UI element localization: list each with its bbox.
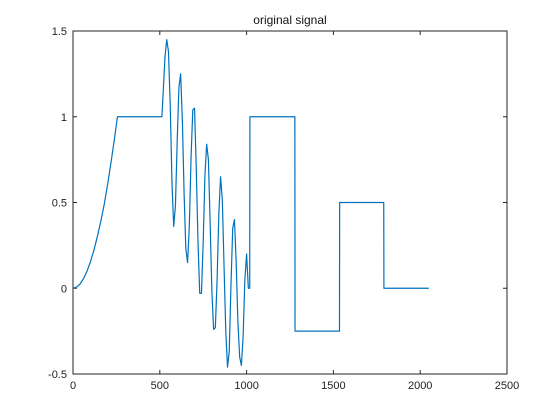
y-tick-label-1: 0 xyxy=(61,283,67,295)
y-tick-label-0: -0.5 xyxy=(48,369,67,381)
plot-area xyxy=(73,31,507,374)
y-tick-label-2: 0.5 xyxy=(52,198,67,210)
x-tick-label-3: 1500 xyxy=(321,380,345,392)
series-line-0 xyxy=(72,38,429,368)
x-tick-label-1: 500 xyxy=(151,380,169,392)
plot-frame xyxy=(72,30,508,375)
series-layer xyxy=(72,38,429,368)
x-tick-label-0: 0 xyxy=(70,380,76,392)
y-tick-label-4: 1.5 xyxy=(52,26,67,38)
x-tick-label-5: 2500 xyxy=(495,380,519,392)
chart-title: original signal xyxy=(253,13,326,27)
x-tick-label-2: 1000 xyxy=(234,380,258,392)
ticks-layer: 0 500 1000 1500 2000 2500-0.500.511.5 xyxy=(48,26,519,392)
y-tick-label-3: 1 xyxy=(61,112,67,124)
x-tick-label-4: 2000 xyxy=(408,380,432,392)
